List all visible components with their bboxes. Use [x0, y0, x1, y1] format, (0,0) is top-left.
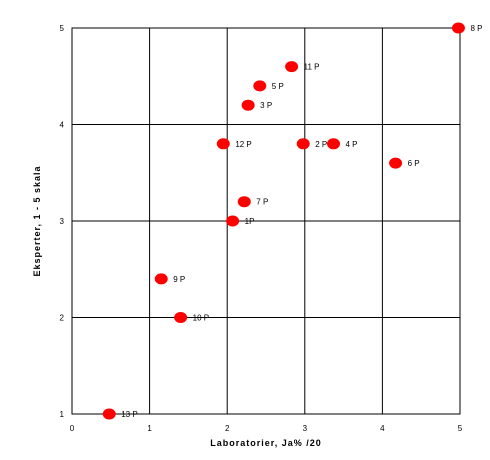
data-point-label: 13 P: [121, 410, 137, 419]
data-point: [102, 408, 116, 420]
data-point: [154, 273, 168, 285]
data-point-label: 6 P: [408, 159, 420, 168]
data-point: [253, 80, 267, 92]
data-point-label: 1P: [245, 217, 255, 226]
data-point: [327, 138, 341, 150]
data-point-label: 3 P: [260, 101, 272, 110]
y-axis-title: Eksperter, 1 - 5 skala: [32, 165, 42, 276]
x-tick-label: 1: [147, 424, 152, 433]
data-point: [285, 61, 299, 73]
y-tick-label: 3: [60, 217, 65, 226]
x-tick-label: 5: [458, 424, 463, 433]
x-tick-label: 2: [225, 424, 230, 433]
data-point: [241, 99, 255, 111]
data-point-label: 4 P: [346, 140, 358, 149]
y-tick-label: 2: [60, 314, 65, 323]
data-point: [389, 157, 403, 169]
plot-area-frame: [71, 27, 461, 415]
y-tick-label: 4: [60, 121, 65, 130]
data-point: [451, 22, 465, 34]
x-tick-label: 3: [303, 424, 308, 433]
data-point-label: 11 P: [304, 63, 320, 72]
data-point: [296, 138, 310, 150]
x-tick-label: 0: [70, 424, 75, 433]
data-point: [237, 196, 251, 208]
data-point-label: 5 P: [272, 82, 284, 91]
x-axis-title: Laboratorier, Ja% /20: [210, 438, 322, 448]
grid: [72, 28, 460, 414]
x-axis-ticks: 0 1 2 3 4 5: [70, 424, 463, 433]
data-point-label: 12 P: [235, 140, 251, 149]
data-point: [226, 215, 240, 227]
data-points: 1P 2 P 3 P 4 P 5 P 6 P 7 P 8 P 9 P 10 P 11 P 12 P 13…: [102, 22, 482, 420]
data-point: [174, 312, 188, 323]
data-point-label: 7 P: [256, 198, 268, 207]
data-point-label: 8 P: [470, 24, 482, 33]
data-point-label: 9 P: [173, 275, 185, 284]
y-tick-label: 5: [60, 24, 65, 33]
y-axis-ticks: 1 2 3 4 5: [60, 24, 65, 419]
data-point-label: 2 P: [315, 140, 327, 149]
data-point: [216, 138, 230, 150]
data-point-label: 10 P: [193, 314, 209, 323]
y-tick-label: 1: [60, 410, 65, 419]
x-tick-label: 4: [380, 424, 385, 433]
